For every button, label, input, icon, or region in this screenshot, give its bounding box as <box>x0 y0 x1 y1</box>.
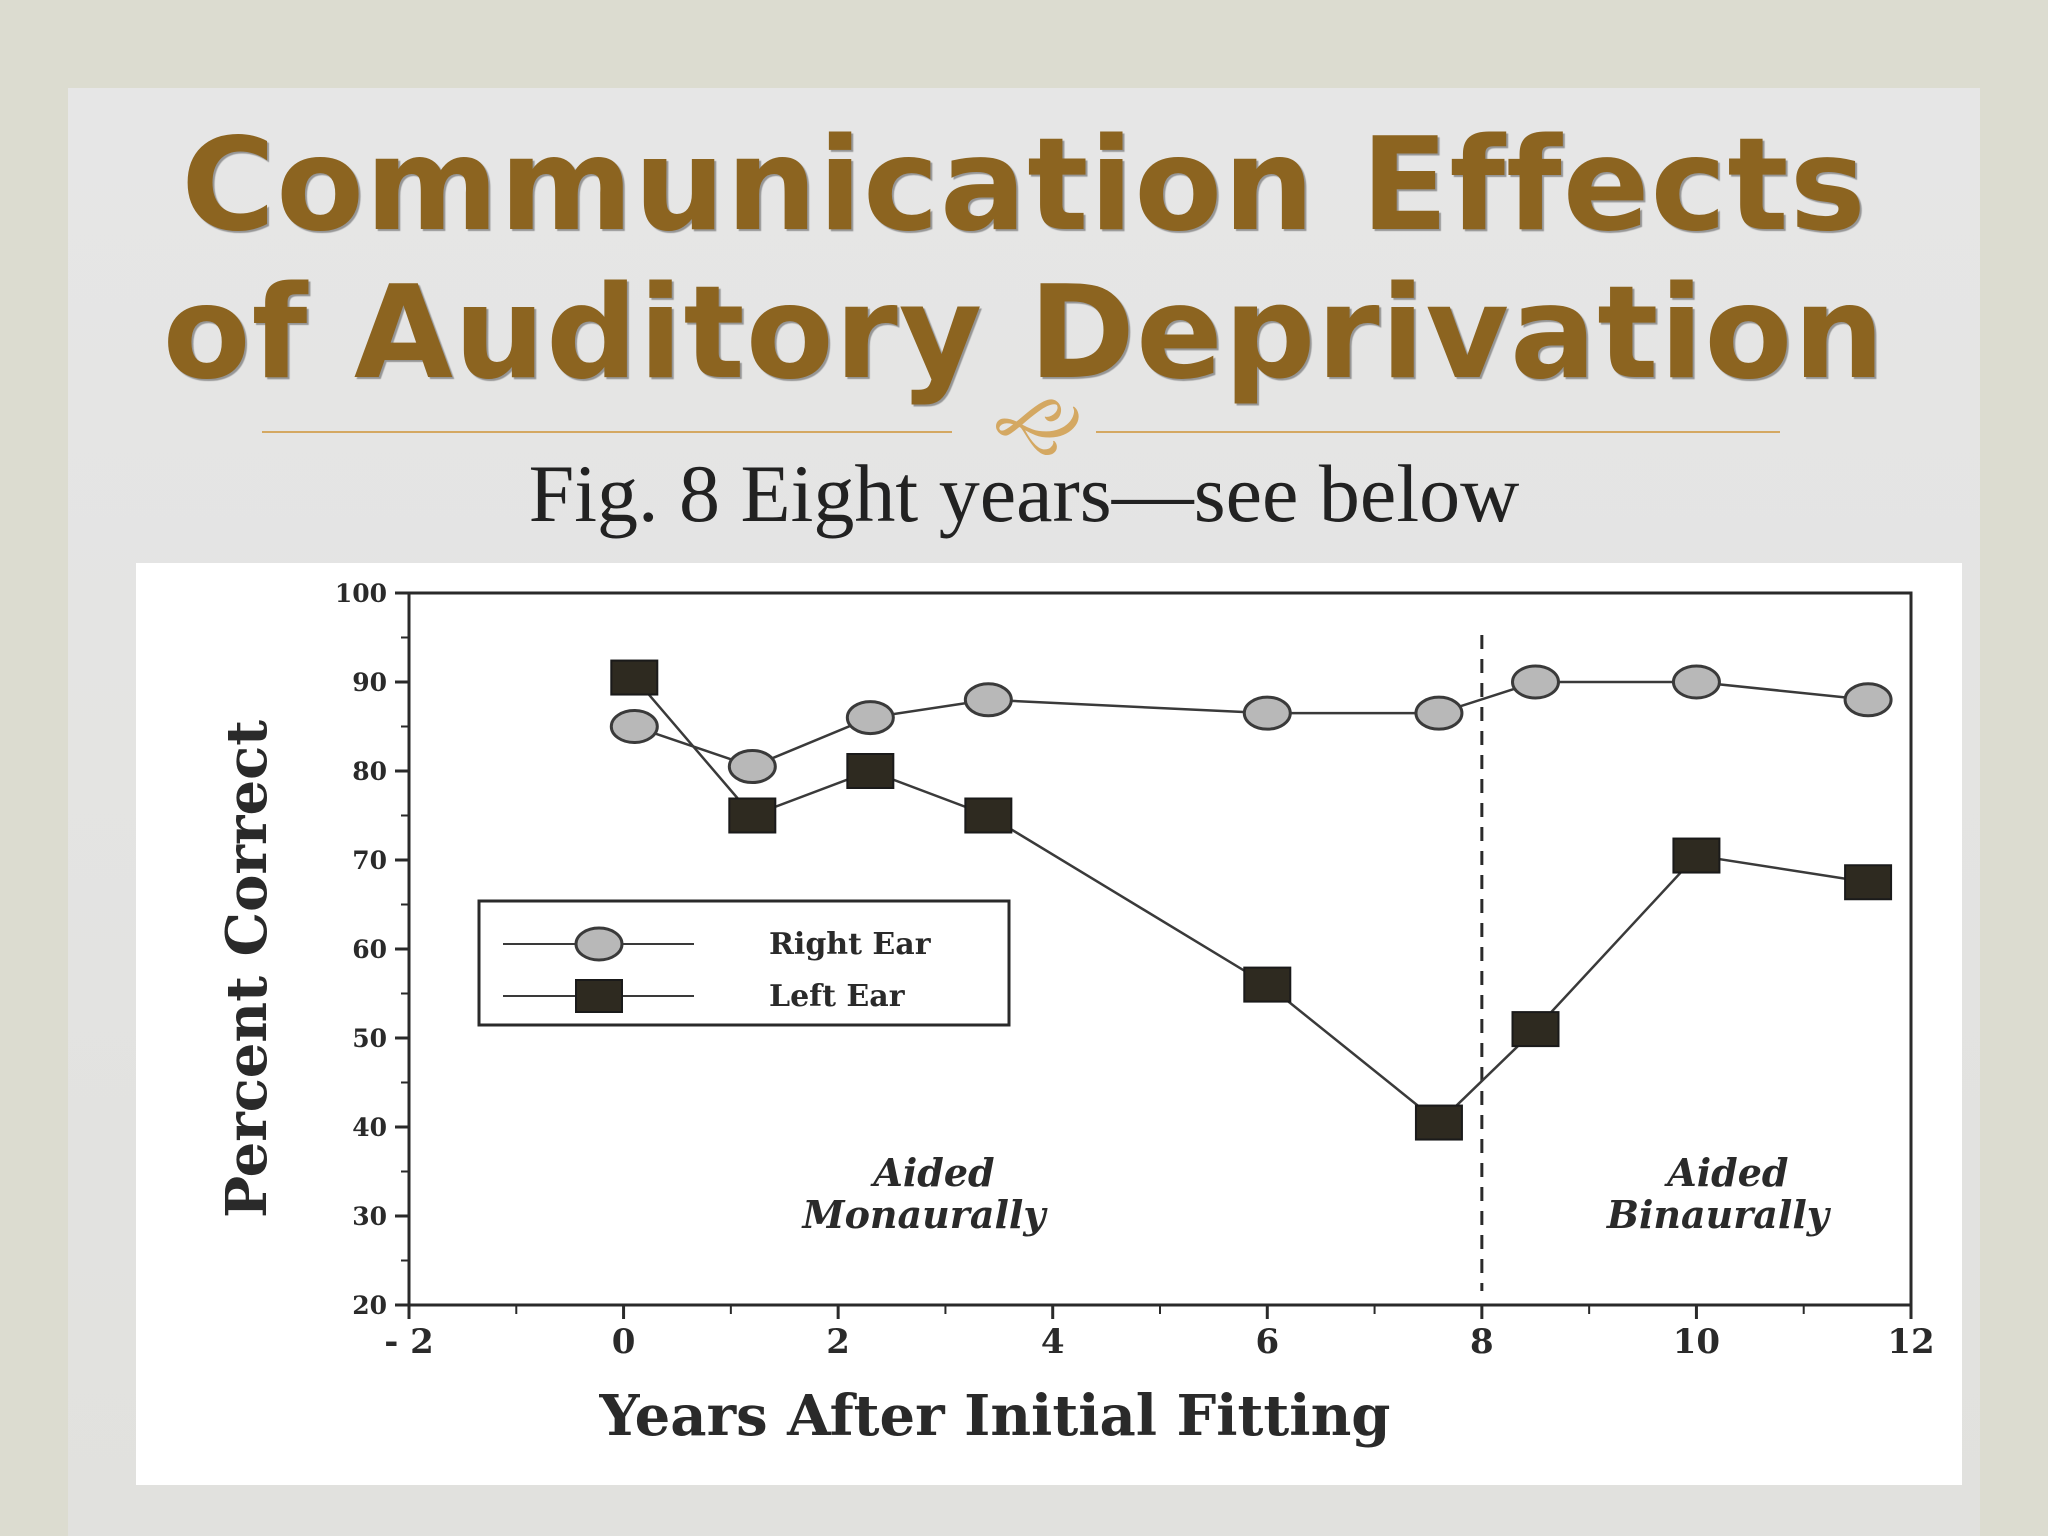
left-ear-point <box>1243 966 1292 1003</box>
y-tick-label: 60 <box>352 935 387 964</box>
x-tick-label: 4 <box>1041 1322 1065 1362</box>
right-ear-point <box>1414 695 1464 731</box>
annotation-label: Aided <box>1664 1150 1788 1195</box>
legend-label: Left Ear <box>769 979 906 1014</box>
x-tick-label: 10 <box>1673 1322 1720 1362</box>
y-tick-label: 20 <box>352 1291 387 1320</box>
x-tick-label: 6 <box>1255 1322 1279 1362</box>
title-line-2: of Auditory Deprivation <box>162 259 1886 408</box>
right-ear-point <box>1511 664 1560 700</box>
annotation-label: Binaurally <box>1606 1192 1832 1237</box>
x-tick-label: 0 <box>612 1322 636 1362</box>
legend-marker-circle <box>574 926 624 962</box>
x-tick-label: 2 <box>826 1322 850 1362</box>
annotation-label: Aided <box>870 1150 994 1195</box>
title-divider-left <box>262 431 952 433</box>
left-ear-point <box>964 797 1013 834</box>
right-ear-point <box>963 682 1013 718</box>
y-tick-label: 50 <box>352 1024 387 1053</box>
right-ear-point <box>1242 695 1292 731</box>
florish-ornament-icon: 🙙 <box>982 374 1074 481</box>
slide-title: Communication Effects of Auditory Depriv… <box>0 112 2048 408</box>
legend-box <box>477 899 1011 1027</box>
legend-label: Right Ear <box>769 927 932 962</box>
right-ear-point <box>727 749 777 785</box>
line-chart: 20 30 40 50 60 70 80 90 100 - 2 0 2 4 6 8 10 12 Right Ea… <box>214 579 1935 1449</box>
left-ear-point <box>1672 837 1721 874</box>
left-ear-point <box>728 797 777 834</box>
x-axis-title: Years After Initial Fitting <box>599 1383 1391 1449</box>
title-divider-right <box>1096 431 1780 433</box>
annotation-label: Monaurally <box>801 1192 1049 1237</box>
right-ear-point <box>845 700 895 736</box>
y-tick-label: 100 <box>335 579 387 608</box>
left-ear-point <box>610 659 659 696</box>
x-tick-label: 8 <box>1470 1322 1494 1362</box>
y-tick-label: 40 <box>352 1113 387 1142</box>
right-ear-point <box>609 709 659 744</box>
y-tick-label: 80 <box>352 757 387 786</box>
y-tick-label: 30 <box>352 1202 387 1231</box>
legend-marker-square <box>575 979 623 1013</box>
x-tick-label: - 2 <box>384 1322 434 1362</box>
left-ear-point <box>1414 1104 1463 1141</box>
chart-panel: 20 30 40 50 60 70 80 90 100 - 2 0 2 4 6 8 10 12 Right Ea… <box>136 563 1962 1485</box>
right-ear-point <box>1843 682 1893 718</box>
x-tick-label: 12 <box>1887 1322 1934 1362</box>
right-ear-point <box>1671 664 1721 700</box>
y-axis-title: Percent Correct <box>214 720 280 1218</box>
figure-caption: Fig. 8 Eight years—see below <box>528 448 1520 539</box>
title-line-1: Communication Effects <box>181 111 1867 260</box>
left-ear-point <box>846 753 895 789</box>
left-ear-point <box>1844 864 1893 901</box>
y-tick-label: 90 <box>352 668 387 697</box>
left-ear-point <box>1511 1011 1560 1048</box>
y-tick-label: 70 <box>352 846 387 875</box>
